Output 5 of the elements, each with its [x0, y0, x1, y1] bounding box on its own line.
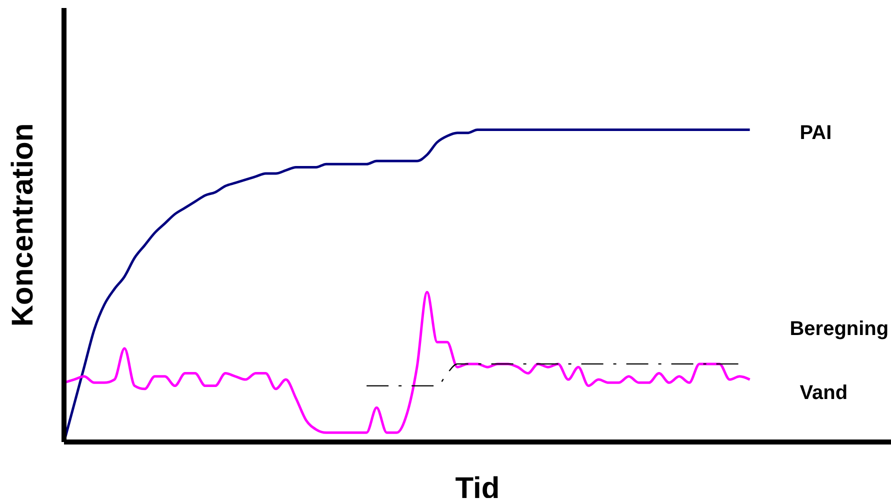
- text: PAI: [800, 122, 832, 144]
- text: Vand: [800, 382, 848, 404]
- x-axis-title: Tid: [455, 472, 500, 499]
- y-axis-title: Koncentration: [6, 123, 40, 327]
- text: Beregning: [790, 318, 889, 340]
